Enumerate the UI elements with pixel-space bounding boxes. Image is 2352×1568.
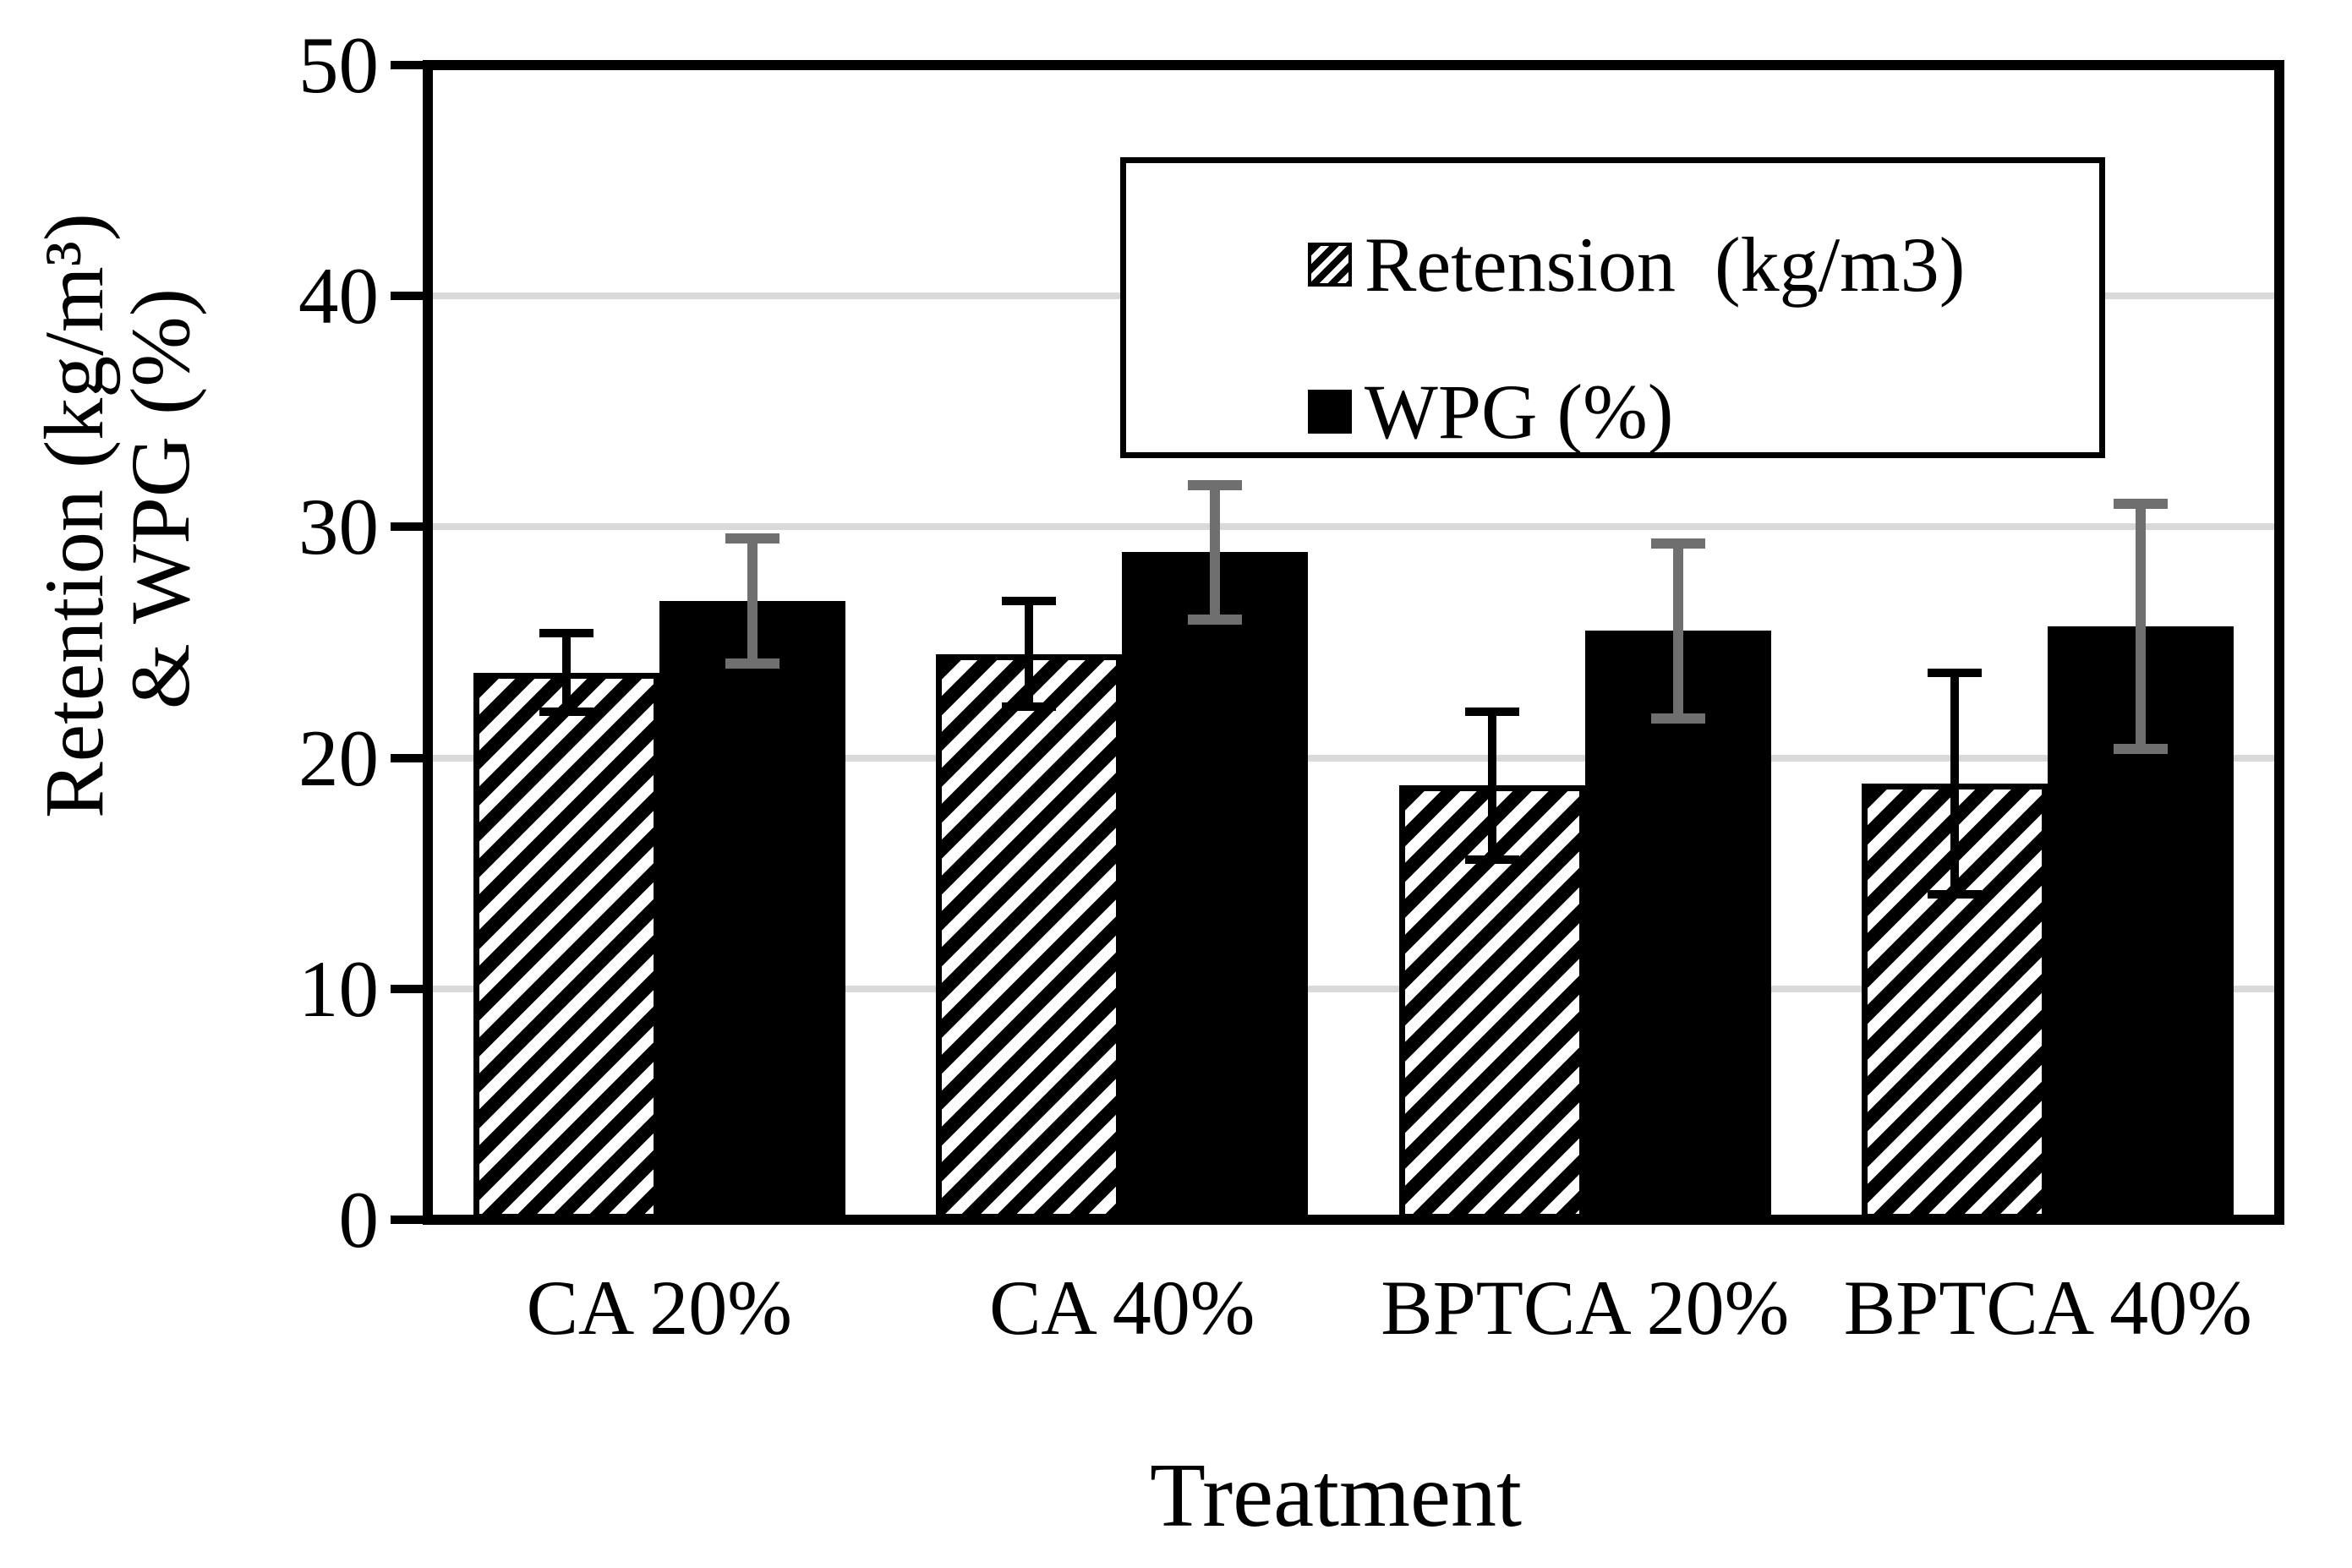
error-cap-top-wpg-2: [1188, 480, 1243, 491]
error-bar-wpg-1: [747, 538, 758, 664]
bar-wpg-2: [1122, 552, 1309, 1220]
error-bar-retension-2: [1025, 600, 1034, 708]
error-cap-bottom-wpg-2: [1188, 614, 1243, 625]
hatched-swatch-icon: [1308, 243, 1352, 287]
error-bar-retension-3: [1487, 711, 1496, 860]
error-cap-bottom-wpg-1: [725, 658, 779, 669]
x-category-label-3: BPTCA 20%: [1381, 1265, 1790, 1351]
y-tick-label-20: 20: [298, 713, 379, 803]
legend-box: Retension (kg/m3) WPG (%): [1120, 157, 2105, 458]
y-tick-mark-40: [391, 292, 428, 301]
error-cap-bottom-retension-3: [1464, 855, 1519, 864]
error-cap-top-retension-4: [1928, 668, 1983, 677]
x-axis-title: Treatment: [1150, 1445, 1522, 1546]
y-tick-mark-10: [391, 984, 428, 993]
error-bar-retension-1: [561, 633, 571, 712]
error-cap-top-retension-1: [539, 629, 593, 638]
y-tick-mark-30: [391, 522, 428, 532]
gridline-10: [428, 985, 2279, 992]
x-category-label-2: CA 40%: [989, 1265, 1255, 1351]
y-tick-label-50: 50: [298, 20, 379, 110]
error-cap-bottom-retension-4: [1928, 889, 1983, 899]
error-cap-top-wpg-1: [725, 533, 779, 544]
y-tick-mark-0: [391, 1216, 428, 1224]
solid-swatch-icon: [1308, 390, 1352, 434]
error-cap-bottom-wpg-4: [2114, 743, 2169, 754]
legend-item-retension: Retension (kg/m3): [1126, 217, 2099, 312]
y-tick-mark-20: [391, 753, 428, 762]
y-tick-label-40: 40: [298, 251, 379, 341]
gridline-20: [428, 754, 2279, 762]
error-bar-wpg-4: [2136, 504, 2147, 749]
error-bar-wpg-2: [1210, 485, 1221, 620]
y-tick-label-30: 30: [298, 482, 379, 572]
bar-wpg-1: [659, 600, 845, 1220]
gridline-30: [428, 523, 2279, 531]
legend-label-wpg: WPG (%): [1365, 369, 1674, 455]
bar-wpg-3: [1584, 631, 1771, 1220]
y-tick-label-10: 10: [298, 943, 379, 1034]
error-cap-bottom-wpg-3: [1650, 713, 1705, 724]
legend-item-wpg: WPG (%): [1126, 364, 2099, 459]
y-axis-title-line2: & WPG (%): [113, 287, 207, 710]
error-cap-top-wpg-4: [2114, 499, 2169, 510]
x-category-label-1: CA 20%: [526, 1265, 792, 1351]
y-tick-label-0: 0: [338, 1175, 380, 1265]
error-cap-top-wpg-3: [1650, 538, 1705, 549]
error-bar-wpg-3: [1672, 543, 1683, 719]
error-cap-top-retension-2: [1002, 596, 1057, 605]
y-tick-mark-50: [391, 61, 428, 69]
x-category-label-4: BPTCA 40%: [1843, 1265, 2252, 1351]
error-cap-bottom-retension-2: [1002, 702, 1057, 712]
bar-retension-1: [473, 672, 659, 1220]
bar-retension-2: [936, 653, 1123, 1220]
legend-label-retension: Retension (kg/m3): [1365, 221, 1966, 308]
error-cap-bottom-retension-1: [539, 707, 593, 716]
error-cap-top-retension-3: [1464, 707, 1519, 716]
error-bar-retension-4: [1950, 672, 1960, 894]
